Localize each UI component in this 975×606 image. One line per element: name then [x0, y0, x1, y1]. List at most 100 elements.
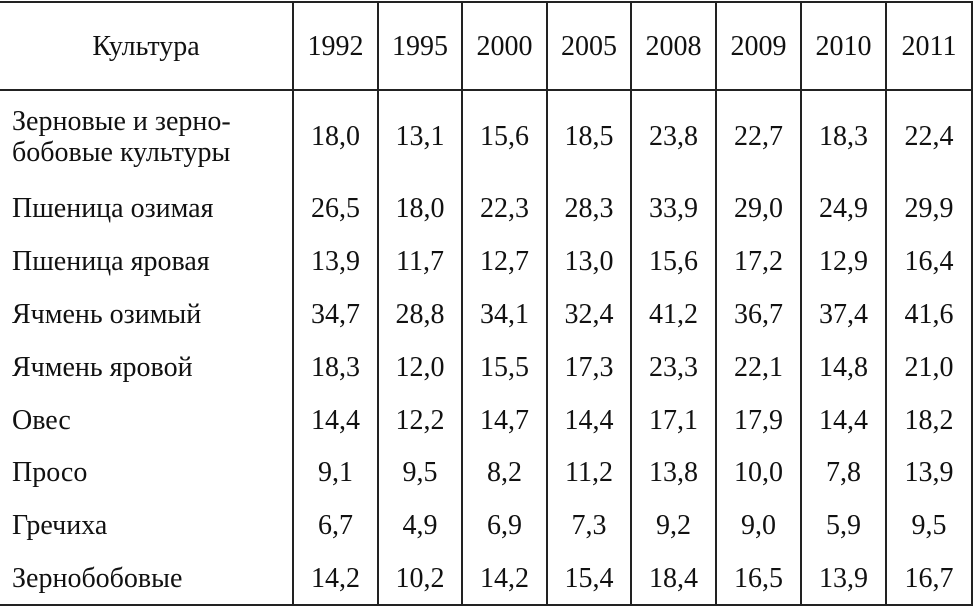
- yield-value: 7,8: [800, 446, 886, 500]
- yield-value: 9,5: [885, 499, 973, 553]
- yield-value: 17,1: [630, 393, 716, 447]
- yield-value: 18,3: [800, 90, 886, 182]
- yield-value: 12,9: [800, 234, 886, 288]
- yield-value: 10,2: [377, 552, 462, 606]
- header-year: 2008: [630, 2, 716, 90]
- yield-value: 15,6: [461, 90, 547, 182]
- yield-value: 14,4: [292, 393, 378, 447]
- yield-value: 14,2: [292, 552, 378, 606]
- table-row: Просо 9,1 9,5 8,2 11,2 13,8 10,0 7,8 13,9: [0, 446, 973, 500]
- yield-value: 7,3: [546, 499, 631, 553]
- yield-value: 15,6: [630, 234, 716, 288]
- yield-value: 17,9: [715, 393, 801, 447]
- yield-value: 13,9: [885, 446, 973, 500]
- yield-value: 18,0: [292, 90, 378, 182]
- yield-value: 32,4: [546, 287, 631, 341]
- yield-value: 13,8: [630, 446, 716, 500]
- table-row: Пшеница яровая 13,9 11,7 12,7 13,0 15,6 17,2 12…: [0, 234, 973, 288]
- yield-value: 21,0: [885, 340, 973, 394]
- yield-value: 16,5: [715, 552, 801, 606]
- yield-value: 4,9: [377, 499, 462, 553]
- header-year: 2010: [800, 2, 886, 90]
- header-year: 2000: [461, 2, 547, 90]
- yield-value: 12,0: [377, 340, 462, 394]
- header-year: 2011: [885, 2, 973, 90]
- table-row: Зерновые и зерно- бобовые культуры 18,0 13…: [0, 90, 973, 182]
- yield-value: 11,7: [377, 234, 462, 288]
- yield-value: 18,3: [292, 340, 378, 394]
- yield-value: 13,1: [377, 90, 462, 182]
- yield-value: 9,5: [377, 446, 462, 500]
- yield-value: 23,8: [630, 90, 716, 182]
- table-header: Культура 1992 1995 2000 2005 2008 2009 2010 2011: [0, 2, 973, 90]
- header-year: 1995: [377, 2, 462, 90]
- yield-value: 28,8: [377, 287, 462, 341]
- table-row: Ячмень озимый 34,7 28,8 34,1 32,4 41,2 36,7 37,…: [0, 287, 973, 341]
- yield-value: 29,0: [715, 182, 801, 235]
- yield-value: 22,7: [715, 90, 801, 182]
- header-year: 2009: [715, 2, 801, 90]
- yield-value: 17,2: [715, 234, 801, 288]
- table-row: Зернобобовые 14,2 10,2 14,2 15,4 18,4 16,5 13,9…: [0, 552, 973, 606]
- yield-value: 8,2: [461, 446, 547, 500]
- yield-value: 41,2: [630, 287, 716, 341]
- yield-value: 15,4: [546, 552, 631, 606]
- crop-name: Просо: [12, 457, 88, 489]
- yield-value: 18,5: [546, 90, 631, 182]
- yield-value: 36,7: [715, 287, 801, 341]
- table-row: Овес 14,4 12,2 14,7 14,4 17,1 17,9 14,4 18,2: [0, 393, 973, 447]
- yield-value: 22,3: [461, 182, 547, 235]
- yield-value: 6,7: [292, 499, 378, 553]
- table-body: Зерновые и зерно- бобовые культуры 18,0 13…: [0, 90, 973, 606]
- table-row: Ячмень яровой 18,3 12,0 15,5 17,3 23,3 22,1 14,…: [0, 340, 973, 394]
- table-row: Пшеница озимая 26,5 18,0 22,3 28,3 33,9 29,0 24…: [0, 182, 973, 235]
- yield-value: 33,9: [630, 182, 716, 235]
- yield-value: 14,4: [800, 393, 886, 447]
- crop-name: Ячмень озимый: [12, 298, 202, 330]
- crop-name: Зернобобовые: [12, 562, 183, 594]
- yield-value: 23,3: [630, 340, 716, 394]
- yield-value: 14,2: [461, 552, 547, 606]
- yield-value: 14,8: [800, 340, 886, 394]
- yield-value: 9,0: [715, 499, 801, 553]
- crop-name: Овес: [12, 404, 71, 436]
- header-row: Культура 1992 1995 2000 2005 2008 2009 2010 2011: [0, 2, 973, 90]
- yield-value: 14,4: [546, 393, 631, 447]
- yield-value: 5,9: [800, 499, 886, 553]
- yield-value: 12,7: [461, 234, 547, 288]
- yield-value: 11,2: [546, 446, 631, 500]
- header-year: 1992: [292, 2, 378, 90]
- yield-value: 13,9: [800, 552, 886, 606]
- crop-name: Ячмень яровой: [12, 351, 193, 383]
- yield-value: 34,7: [292, 287, 378, 341]
- table-row: Гречиха 6,7 4,9 6,9 7,3 9,2 9,0 5,9 9,5: [0, 499, 973, 553]
- yield-value: 17,3: [546, 340, 631, 394]
- crop-name: Пшеница яровая: [12, 245, 210, 277]
- yield-value: 13,9: [292, 234, 378, 288]
- yield-value: 16,4: [885, 234, 973, 288]
- yield-value: 28,3: [546, 182, 631, 235]
- yield-value: 22,1: [715, 340, 801, 394]
- yield-value: 41,6: [885, 287, 973, 341]
- yield-value: 37,4: [800, 287, 886, 341]
- crop-name: Гречиха: [12, 510, 108, 542]
- header-crop: Культура: [92, 30, 200, 62]
- crop-name: Пшеница озимая: [12, 192, 214, 224]
- yield-value: 22,4: [885, 90, 973, 182]
- yield-value: 16,7: [885, 552, 973, 606]
- yield-value: 10,0: [715, 446, 801, 500]
- yield-value: 18,2: [885, 393, 973, 447]
- yield-value: 18,0: [377, 182, 462, 235]
- yield-value: 15,5: [461, 340, 547, 394]
- yield-value: 26,5: [292, 182, 378, 235]
- yield-value: 13,0: [546, 234, 631, 288]
- yield-value: 34,1: [461, 287, 547, 341]
- yield-value: 14,7: [461, 393, 547, 447]
- yield-value: 29,9: [885, 182, 973, 235]
- yield-value: 9,2: [630, 499, 716, 553]
- yield-value: 12,2: [377, 393, 462, 447]
- yield-value: 24,9: [800, 182, 886, 235]
- yield-value: 9,1: [292, 446, 378, 500]
